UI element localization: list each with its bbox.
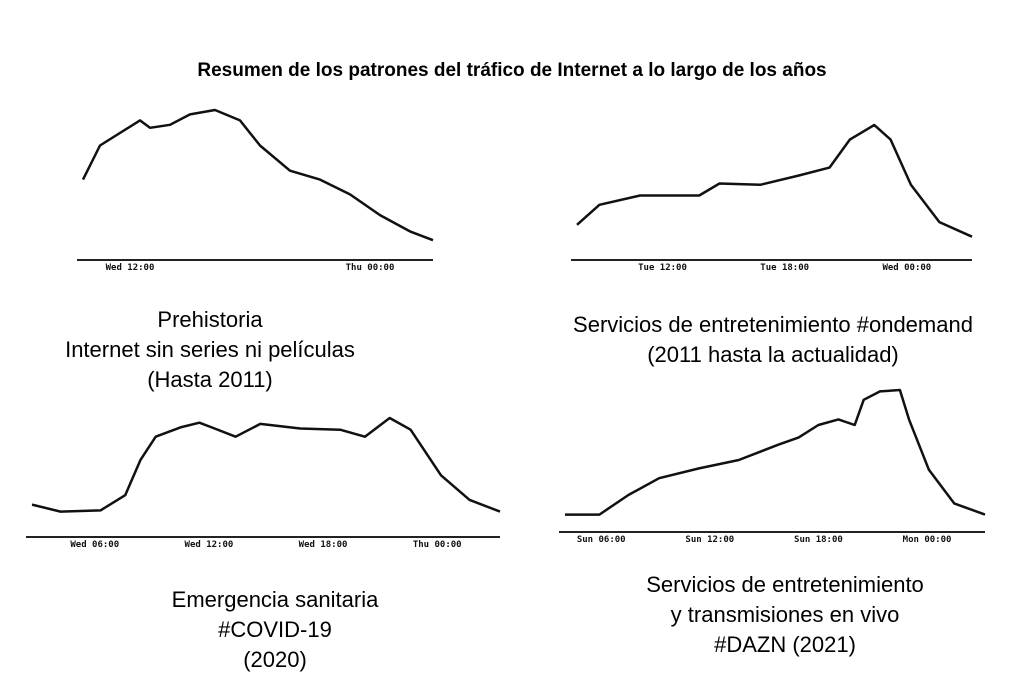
x-tick-label: Sun 18:00 (794, 535, 843, 545)
x-tick-label: Wed 00:00 (882, 263, 932, 273)
caption-line: Prehistoria (157, 307, 263, 332)
plot-area (576, 123, 973, 238)
x-tick-label: Tue 12:00 (638, 263, 687, 273)
caption-line: (2011 hasta la actualidad) (647, 342, 899, 367)
traffic-line (31, 416, 501, 513)
x-tick-label: Wed 06:00 (70, 540, 120, 550)
caption-dazn: Servicios de entretenimiento y transmisio… (585, 570, 985, 660)
caption-line: (2020) (243, 647, 307, 672)
caption-line: #DAZN (2021) (714, 632, 856, 657)
caption-prehistoria: Prehistoria Internet sin series ni pelícu… (10, 305, 410, 395)
x-tick-label: Tue 18:00 (760, 263, 810, 273)
caption-line: Internet sin series ni películas (65, 337, 355, 362)
traffic-line (576, 123, 973, 238)
x-axis (559, 531, 985, 533)
x-tick-label: Mon 00:00 (902, 535, 952, 545)
traffic-line (565, 388, 986, 516)
x-tick-label: Wed 12:00 (184, 540, 234, 550)
x-tick-label: Sun 06:00 (576, 535, 626, 545)
figure-title: Resumen de los patrones del tráfico de I… (197, 60, 827, 81)
plot-area (31, 416, 501, 513)
x-axis (571, 259, 972, 261)
x-tick-label: Thu 00:00 (345, 263, 395, 273)
x-tick-label: Thu 00:00 (412, 540, 462, 550)
caption-line: (Hasta 2011) (147, 367, 273, 392)
x-tick-label: Wed 12:00 (105, 263, 155, 273)
caption-line: Servicios de entretenimiento #ondemand (573, 312, 973, 337)
caption-line: y transmisiones en vivo (670, 602, 900, 627)
chart-dazn: Sun 06:00 Sun 12:00 Sun 18:00 Mon 00:00 (559, 388, 986, 545)
x-tick-label: Wed 18:00 (298, 540, 348, 550)
chart-ondemand: Tue 12:00 Tue 18:00 Wed 00:00 (571, 123, 973, 273)
traffic-line (81, 108, 434, 242)
chart-prehistoria: Wed 12:00 Thu 00:00 (77, 108, 434, 273)
caption-line: Servicios de entretenimiento (646, 572, 924, 597)
x-axis (26, 536, 500, 538)
caption-line: #COVID-19 (218, 617, 332, 642)
caption-ondemand: Servicios de entretenimiento #ondemand (2… (523, 310, 1023, 370)
caption-line: Emergencia sanitaria (171, 587, 379, 612)
x-axis (77, 259, 433, 261)
x-tick-label: Sun 12:00 (685, 535, 735, 545)
chart-covid: Wed 06:00 Wed 12:00 Wed 18:00 Thu 00:00 (26, 416, 501, 550)
caption-covid: Emergencia sanitaria #COVID-19 (2020) (75, 585, 475, 675)
plot-area (565, 388, 986, 516)
plot-area (81, 108, 434, 242)
